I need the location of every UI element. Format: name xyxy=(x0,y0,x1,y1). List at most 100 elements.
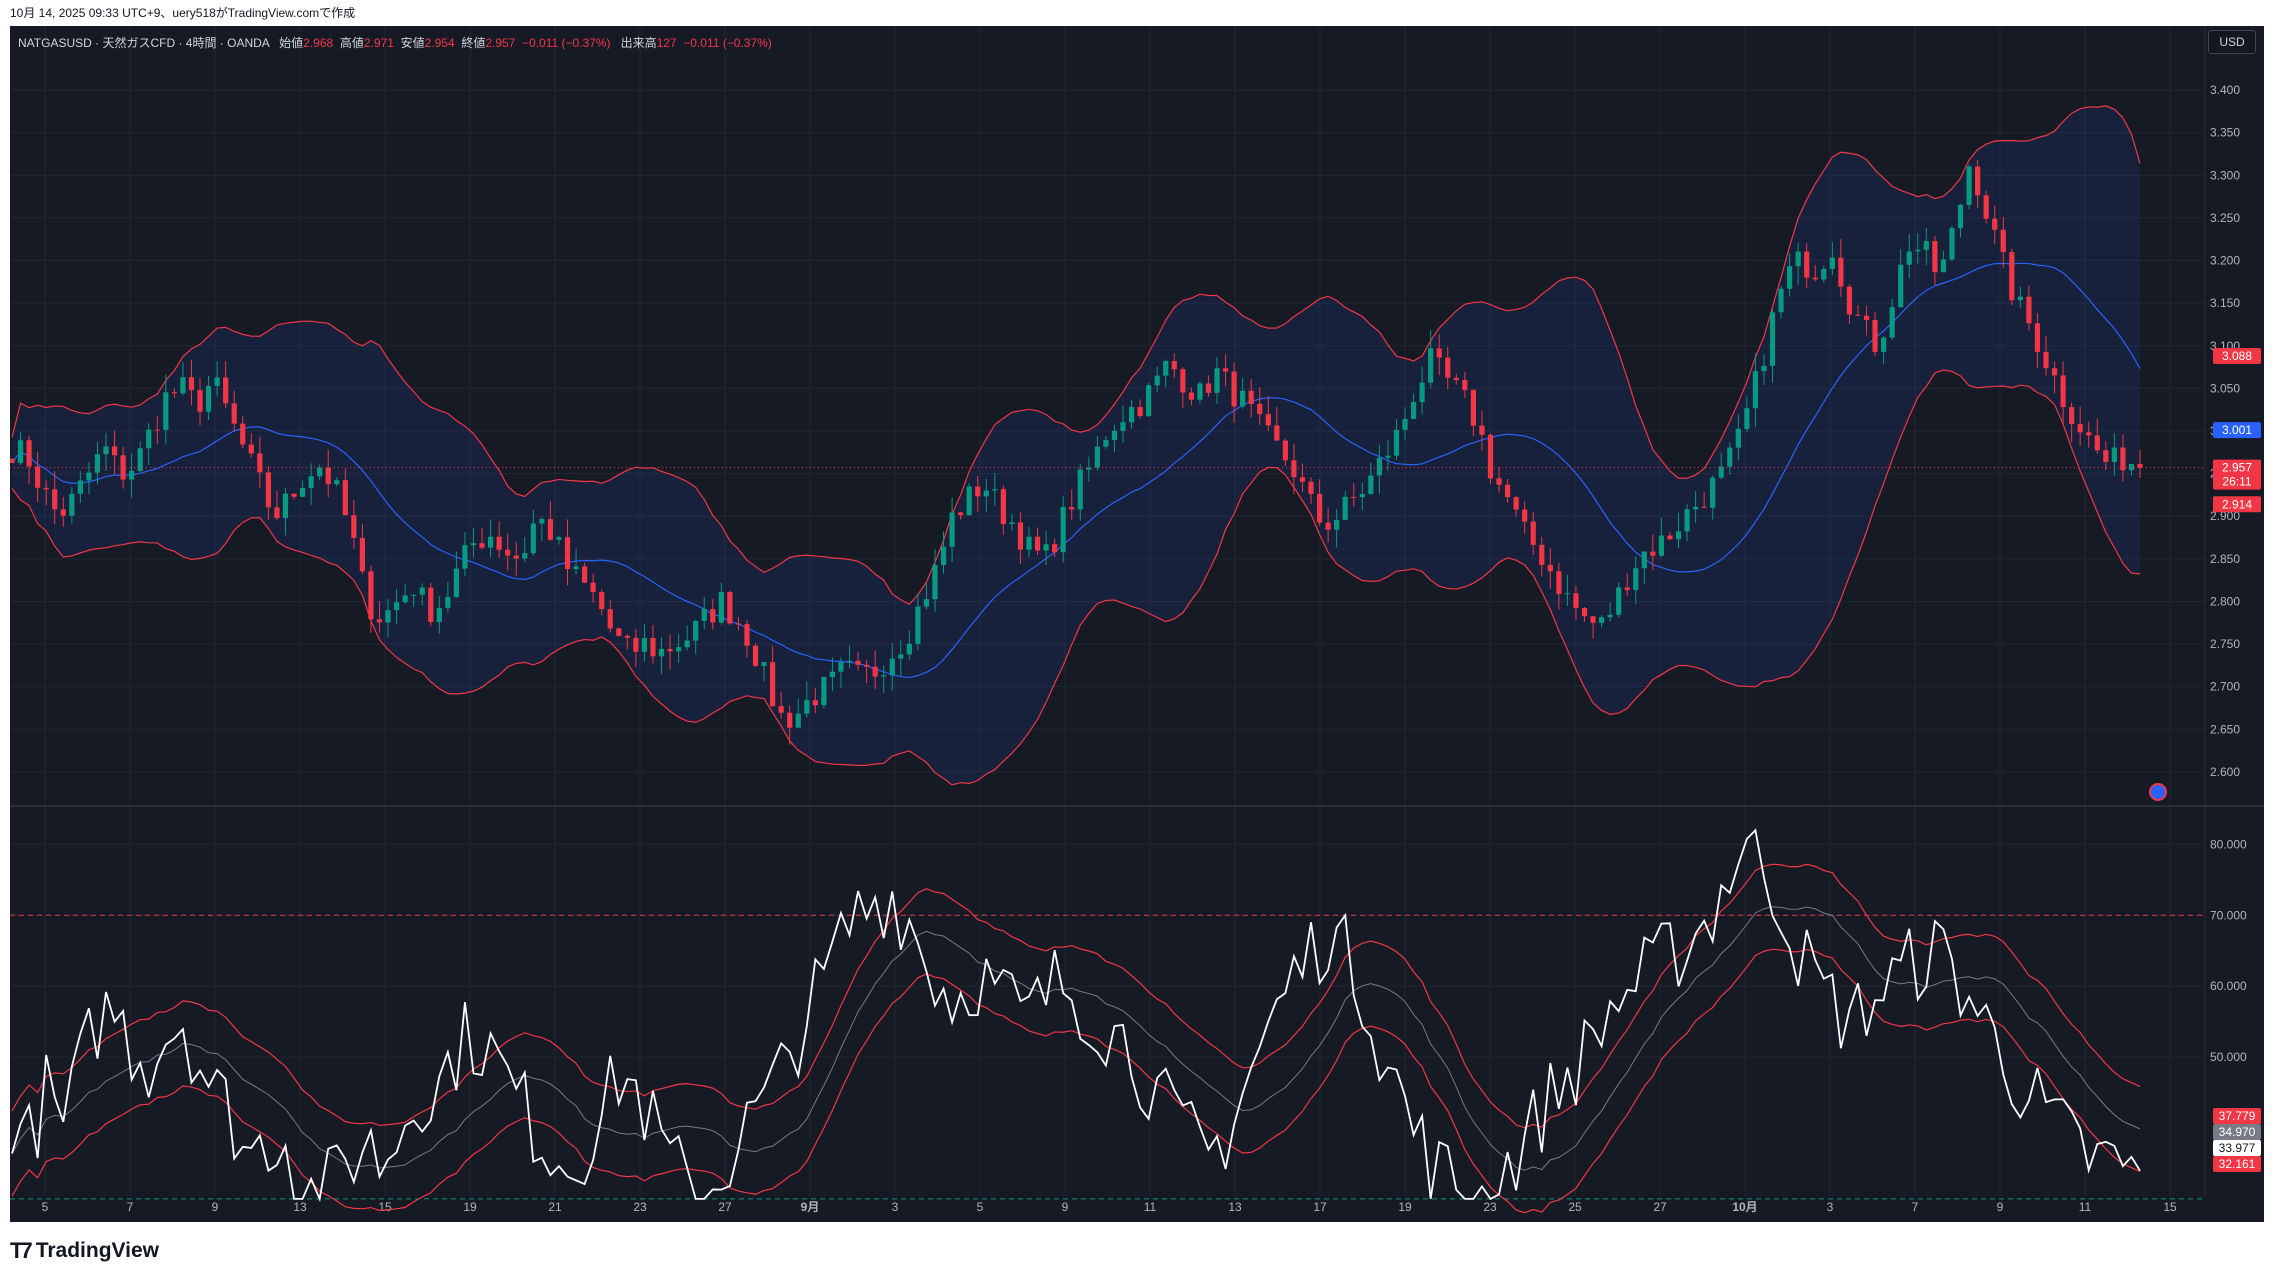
candle-body xyxy=(735,623,742,625)
candle-body xyxy=(282,493,289,519)
candle-body xyxy=(129,470,135,480)
candle-body xyxy=(1940,259,1947,273)
x-tick-label: 23 xyxy=(1483,1200,1497,1214)
candle-body xyxy=(120,455,126,480)
candle-body xyxy=(1180,369,1186,393)
candle-body xyxy=(1479,425,1485,435)
candle-body xyxy=(1385,455,1391,458)
price-tag-value: 3.001 xyxy=(2222,423,2252,437)
legend-volume-change: −0.011 (−0.37%) xyxy=(683,36,772,50)
candle-body xyxy=(1641,551,1647,569)
x-tick-label: 11 xyxy=(2079,1200,2092,1214)
candle-body xyxy=(1094,446,1100,468)
candle-body xyxy=(1957,204,1964,229)
candle-body xyxy=(1291,460,1297,478)
rsi-line xyxy=(11,828,2141,1203)
chart-frame[interactable]: 3.400 3.350 3.300 3.250 3.200 3.150 3.100 3.050… xyxy=(10,26,2264,1222)
candle-body xyxy=(872,666,878,677)
candle-body xyxy=(667,648,673,652)
candle-body xyxy=(1034,536,1041,551)
candle-body xyxy=(2009,252,2015,301)
rsi-tick-label: 50.000 xyxy=(2210,1050,2247,1064)
price-tick-label: 3.250 xyxy=(2210,211,2240,225)
candle-body xyxy=(975,486,981,497)
candle-body xyxy=(411,594,417,596)
candle-body xyxy=(2094,435,2100,451)
candle-body xyxy=(496,536,502,550)
candle-body xyxy=(2137,464,2143,468)
price-tick-label: 3.050 xyxy=(2210,381,2240,395)
x-tick-label: 13 xyxy=(293,1200,307,1214)
currency-button[interactable]: USD xyxy=(2208,30,2256,54)
candle-body xyxy=(52,489,58,510)
candle-body xyxy=(1701,506,1707,508)
candle-body xyxy=(846,660,853,663)
candle-body xyxy=(889,658,895,676)
rsi-tick-label: 60.000 xyxy=(2210,979,2247,993)
candle-body xyxy=(1086,467,1092,470)
candle-body xyxy=(1881,337,1887,352)
candle-body xyxy=(718,591,724,623)
candle-body xyxy=(2111,447,2117,462)
candle-body xyxy=(624,635,630,638)
candle-body xyxy=(616,628,622,636)
candle-body xyxy=(342,480,348,516)
price-tick-label: 2.750 xyxy=(2210,637,2240,651)
candle-body xyxy=(317,467,323,477)
candle-body xyxy=(1325,522,1331,530)
candle-body xyxy=(1539,544,1545,565)
candle-body xyxy=(1504,484,1511,498)
candle-body xyxy=(1923,240,1929,250)
price-tick-label: 3.300 xyxy=(2210,168,2240,182)
x-tick-label: 3 xyxy=(892,1200,899,1214)
candle-body xyxy=(505,549,511,556)
candle-body xyxy=(1727,447,1733,467)
candle-body xyxy=(368,571,374,620)
candle-body xyxy=(1163,361,1169,376)
candle-body xyxy=(804,700,810,714)
candle-body xyxy=(393,602,400,611)
candle-body xyxy=(26,440,32,467)
candle-body xyxy=(479,543,485,548)
candle-body xyxy=(1496,478,1502,485)
bollinger-band-fill xyxy=(12,105,2140,785)
candle-body xyxy=(1316,493,1323,523)
candle-body xyxy=(2086,432,2092,436)
candle-body xyxy=(1650,551,1656,556)
legend-high-label: 高値 xyxy=(339,36,364,50)
candle-body xyxy=(556,537,562,540)
candle-body xyxy=(1257,403,1263,415)
candle-body xyxy=(1017,522,1024,550)
candle-body xyxy=(770,662,776,707)
candle-body xyxy=(487,536,494,548)
chart-canvas[interactable]: 3.4003.3503.3003.2503.2003.1503.1003.050… xyxy=(10,26,2264,1222)
candle-body xyxy=(983,490,989,497)
candle-body xyxy=(146,429,152,449)
price-tag-box xyxy=(2213,422,2261,439)
rsi-band-lower-line xyxy=(11,948,2141,1214)
candle-body xyxy=(43,487,49,490)
x-tick-label: 17 xyxy=(1313,1200,1327,1214)
candle-body xyxy=(2103,450,2109,462)
candle-body xyxy=(1564,593,1571,595)
tradingview-logo-icon: T7 xyxy=(10,1238,33,1263)
rsi-ma-line xyxy=(11,906,2141,1171)
footer-brand[interactable]: T7 TradingView xyxy=(10,1236,159,1266)
price-tag-box xyxy=(2213,348,2261,364)
candle-body xyxy=(1146,385,1152,417)
candle-body xyxy=(1983,195,1989,219)
candle-body xyxy=(1872,319,1878,352)
rsi-tick-label: 80.000 xyxy=(2210,837,2247,851)
candle-body xyxy=(1624,587,1630,591)
price-tick-label: 2.850 xyxy=(2210,552,2240,566)
candle-body xyxy=(915,606,921,644)
candle-body xyxy=(1667,535,1673,540)
candle-body xyxy=(359,537,365,572)
candle-body xyxy=(1043,544,1049,551)
candle-body xyxy=(1120,422,1126,431)
candle-body xyxy=(650,637,656,657)
candle-body xyxy=(1744,408,1750,429)
x-tick-label: 15 xyxy=(378,1200,392,1214)
candle-body xyxy=(77,480,83,494)
candle-body xyxy=(958,512,964,516)
